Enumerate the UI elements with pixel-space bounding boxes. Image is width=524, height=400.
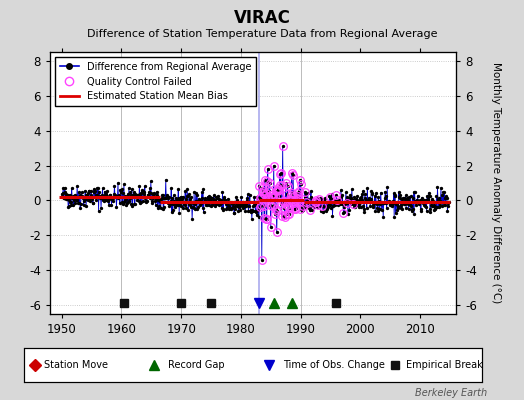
Y-axis label: Monthly Temperature Anomaly Difference (°C): Monthly Temperature Anomaly Difference (… xyxy=(490,62,500,304)
Text: Record Gap: Record Gap xyxy=(168,360,225,370)
Text: Berkeley Earth: Berkeley Earth xyxy=(415,388,487,398)
Text: Station Move: Station Move xyxy=(44,360,108,370)
Legend: Difference from Regional Average, Quality Control Failed, Estimated Station Mean: Difference from Regional Average, Qualit… xyxy=(54,57,256,106)
Text: Difference of Station Temperature Data from Regional Average: Difference of Station Temperature Data f… xyxy=(87,29,437,39)
Text: Time of Obs. Change: Time of Obs. Change xyxy=(282,360,385,370)
Text: VIRAC: VIRAC xyxy=(234,9,290,27)
Text: Empirical Break: Empirical Break xyxy=(407,360,483,370)
